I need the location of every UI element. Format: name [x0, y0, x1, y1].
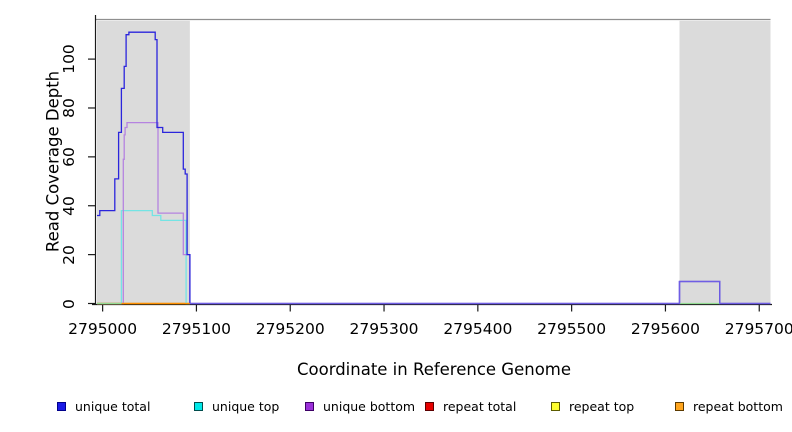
series-overlap-baseline-violet	[189, 280, 771, 305]
legend-item-repeat-total: repeat total	[425, 397, 516, 415]
legend-label: unique total	[75, 398, 151, 414]
y-axis-title: Read Coverage Depth	[43, 70, 63, 253]
legend-label: repeat top	[569, 398, 635, 414]
x-tick-label: 2795000	[68, 320, 138, 338]
legend-item-repeat-bottom: repeat bottom	[675, 397, 783, 415]
legend-swatch-icon	[425, 401, 434, 411]
x-tick-label: 2795100	[161, 320, 231, 338]
legend-item-unique-top: unique top	[194, 397, 279, 415]
legend-item-repeat-top: repeat top	[551, 397, 634, 415]
x-tick-label: 2795700	[724, 320, 792, 338]
legend-label: unique bottom	[323, 398, 416, 414]
series-unique-top	[97, 209, 190, 305]
coverage-plot-canvas	[88, 15, 772, 312]
legend-label: repeat total	[443, 398, 517, 414]
y-tick-label: 100	[60, 44, 78, 74]
right-repeat-region	[679, 20, 771, 304]
x-axis-title: Coordinate in Reference Genome	[296, 360, 572, 379]
legend-swatch-icon	[57, 401, 66, 411]
series-unique-bottom	[97, 121, 771, 305]
legend-label: repeat bottom	[693, 398, 783, 414]
legend-swatch-icon	[305, 401, 314, 411]
x-tick-label: 2795300	[349, 320, 419, 338]
legend: unique total unique top unique bottom repea…	[0, 397, 792, 419]
x-tick-label: 2795600	[630, 320, 700, 338]
legend-swatch-icon	[194, 401, 203, 411]
legend-swatch-icon	[675, 401, 684, 411]
legend-item-unique-bottom: unique bottom	[305, 397, 415, 415]
legend-label: unique top	[212, 398, 280, 414]
x-tick-label: 2795200	[255, 320, 325, 338]
left-repeat-region	[97, 20, 190, 304]
x-tick-label: 2795500	[537, 320, 607, 338]
legend-swatch-icon	[551, 401, 560, 411]
legend-item-unique-total: unique total	[57, 397, 150, 415]
x-tick-label: 2795400	[443, 320, 513, 338]
series-unique-total	[97, 31, 771, 305]
